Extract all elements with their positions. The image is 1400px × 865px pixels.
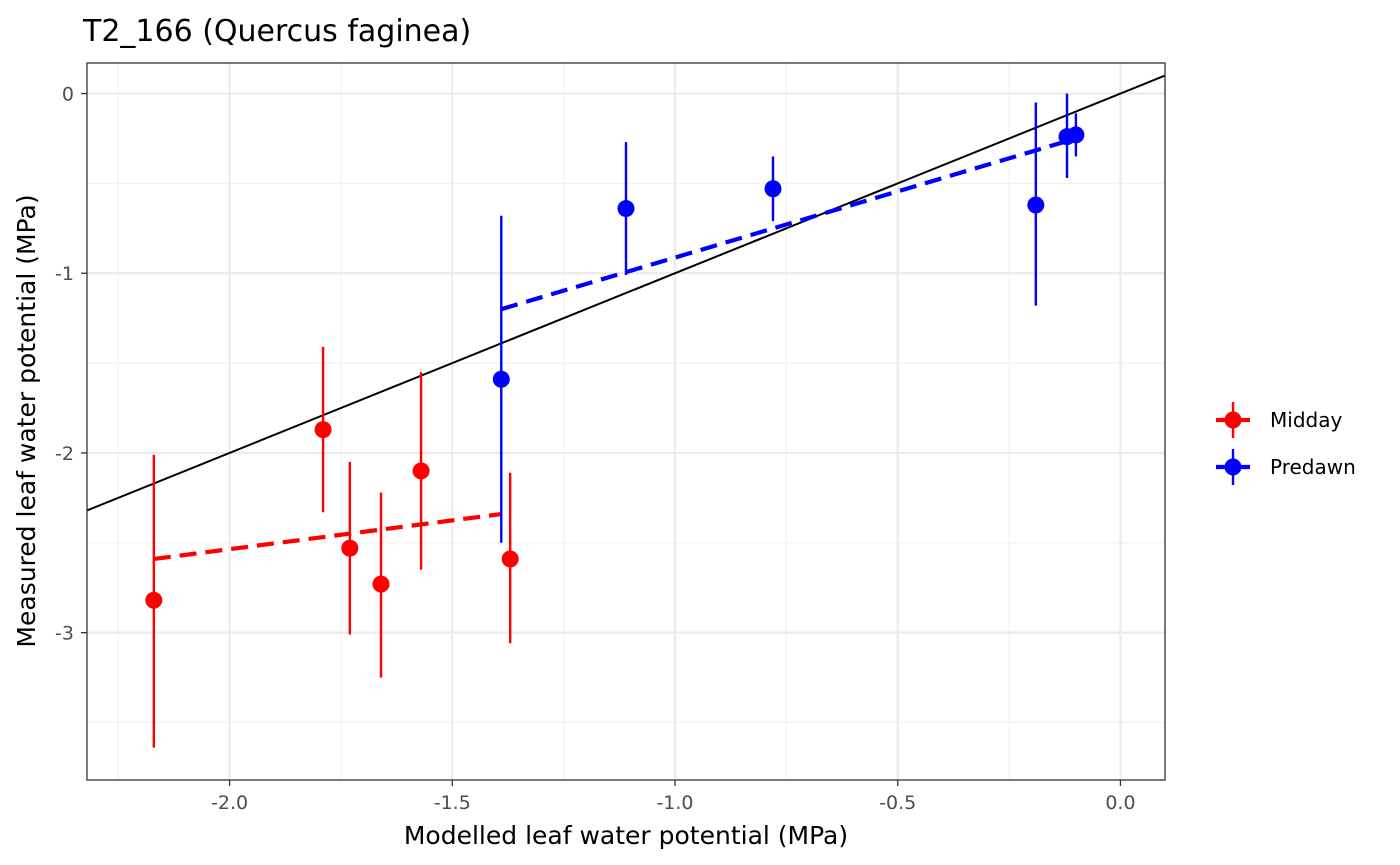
predawn-data-point — [764, 180, 782, 198]
predawn-data-point — [1027, 196, 1045, 214]
y-tick-label: -1 — [55, 263, 74, 285]
midday-regression-line — [153, 511, 502, 562]
midday-data-point — [501, 550, 519, 568]
legend-label-predawn: Predawn — [1270, 455, 1356, 479]
legend-midday-point-key — [1224, 411, 1242, 429]
legend: Midday Predawn — [1216, 402, 1356, 485]
legend-item-predawn: Predawn — [1216, 449, 1356, 485]
legend-item-midday: Midday — [1216, 402, 1342, 438]
legend-predawn-point-key — [1224, 458, 1242, 476]
x-tick-label: 0.0 — [1105, 792, 1135, 814]
plot-panel: -2.0 -1.5 -1.0 -0.5 0.0 0 -1 -2 -3 — [55, 62, 1166, 814]
midday-data-point — [412, 462, 430, 480]
predawn-regression-line — [500, 136, 1077, 312]
midday-data-point — [372, 575, 390, 593]
x-axis-title: Modelled leaf water potential (MPa) — [404, 821, 848, 850]
midday-data-point — [145, 591, 163, 609]
x-tick-label: -0.5 — [879, 792, 916, 814]
chart-title: T2_166 (Quercus faginea) — [82, 14, 471, 49]
y-tick-label: 0 — [62, 84, 74, 106]
x-tick-label: -1.0 — [656, 792, 693, 814]
predawn-data-point — [492, 370, 510, 388]
predawn-data-point — [1067, 126, 1085, 144]
x-tick-label: -2.0 — [211, 792, 248, 814]
panel-border — [86, 62, 1166, 781]
midday-data-point — [314, 421, 332, 439]
y-axis-title: Measured leaf water potential (MPa) — [12, 194, 41, 647]
legend-label-midday: Midday — [1270, 408, 1342, 432]
predawn-data-point — [617, 200, 635, 218]
y-tick-label: -3 — [55, 623, 74, 645]
data-layer — [87, 74, 1165, 748]
midday-data-point — [341, 539, 359, 557]
x-tick-label: -1.5 — [434, 792, 471, 814]
y-tick-label: -2 — [55, 443, 74, 465]
one-to-one-reference-line — [87, 74, 1165, 512]
